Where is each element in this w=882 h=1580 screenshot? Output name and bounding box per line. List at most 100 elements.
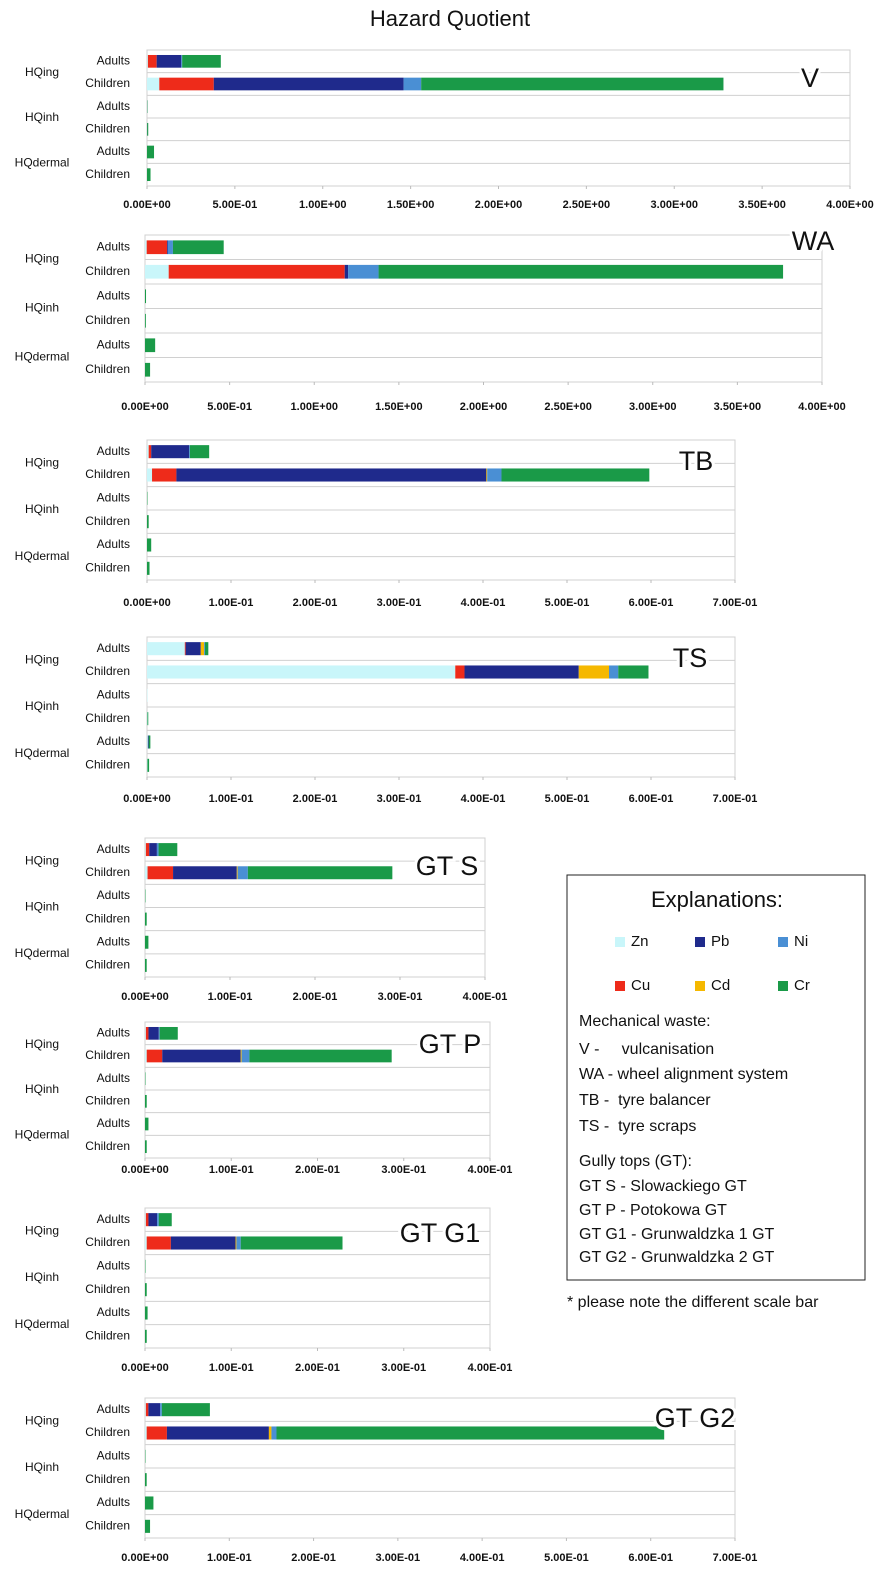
x-tick-label: 0.00E+00 [123,793,170,805]
x-tick-label: 4.00E-01 [461,597,506,609]
group-label: HQing [25,1037,59,1051]
x-tick-label: 4.00E-01 [460,1552,505,1564]
bar-segment [161,1403,210,1417]
x-tick-label: 0.00E+00 [121,1164,168,1176]
category-label: Adults [97,537,130,551]
bar-segment [148,1213,158,1227]
group-label: HQinh [25,699,59,713]
group-label: HQdermal [15,946,70,960]
bar-segment [152,468,177,482]
bar-segment [247,866,393,880]
x-tick-label: 0.00E+00 [123,199,170,211]
x-tick-label: 4.00E+00 [826,199,873,211]
bar-segment [268,1426,272,1440]
x-tick-label: 5.00E-01 [545,597,590,609]
bar-segment [147,145,155,159]
category-label: Children [85,167,130,181]
category-label: Children [85,1472,130,1486]
bar-segment [168,264,345,279]
x-tick-label: 7.00E-01 [713,1552,758,1564]
figure-title: Hazard Quotient [370,6,530,31]
bar-segment [236,866,238,880]
group-label: HQinh [25,1082,59,1096]
bar-segment [147,538,152,552]
bar-segment [578,665,609,679]
panel-label: GT G1 [400,1218,481,1248]
x-tick-label: 0.00E+00 [121,1552,168,1564]
bar-segment [146,1426,167,1440]
bar-segment [167,240,168,255]
category-label: Adults [97,842,130,856]
bar-segment [145,1049,147,1063]
group-label: HQing [25,653,59,667]
x-tick-label: 1.50E+00 [387,199,434,211]
category-label: Children [85,1282,130,1296]
category-label: Adults [97,1305,130,1319]
bar-segment [160,1403,162,1417]
category-label: Adults [97,688,130,702]
bar-segment [145,1140,147,1154]
bar-segment [147,758,150,772]
x-tick-label: 3.00E-01 [376,1552,421,1564]
x-tick-label: 1.00E-01 [208,991,253,1003]
x-tick-label: 3.00E-01 [381,1164,426,1176]
group-label: HQing [25,1224,59,1238]
legend-swatch [778,981,788,991]
category-label: Adults [97,888,130,902]
bar-segment [166,1426,269,1440]
x-tick-label: 1.00E-01 [209,1164,254,1176]
bar-segment [170,1236,236,1250]
bar-segment [145,1283,147,1297]
x-tick-label: 2.00E+00 [460,401,507,413]
x-tick-label: 4.00E-01 [468,1362,513,1374]
explanation-line: TS - tyre scraps [579,1118,696,1135]
x-tick-label: 4.00E-01 [461,793,506,805]
category-label: Adults [97,1116,130,1130]
x-tick-label: 3.50E+00 [714,401,761,413]
bar-segment [145,958,147,972]
bar-segment [149,843,157,857]
bar-segment [145,1213,146,1227]
category-label: Adults [97,1212,130,1226]
legend-label: Zn [631,933,649,950]
category-label: Children [85,1519,130,1533]
category-label: Children [85,758,130,772]
category-label: Adults [97,734,130,748]
bar-segment [159,1026,178,1040]
legend-swatch [778,937,788,947]
x-tick-label: 5.00E-01 [544,1552,589,1564]
category-label: Children [85,122,130,136]
panel-label: GT S [416,851,479,881]
panel-label: GT P [419,1029,482,1059]
bar-segment [158,843,178,857]
category-label: Children [85,514,130,528]
bar-segment [147,445,149,459]
legend-swatch [615,981,625,991]
bar-segment [146,1236,171,1250]
bar-segment [145,843,150,857]
category-label: Children [85,865,130,879]
group-label: HQinh [25,1270,59,1284]
category-label: Children [85,1094,130,1108]
category-label: Adults [97,641,130,655]
bar-segment [344,264,349,279]
category-label: Adults [97,144,130,158]
x-tick-label: 3.00E+00 [629,401,676,413]
bar-segment [151,445,189,459]
group-label: HQinh [25,502,59,516]
x-tick-label: 2.50E+00 [563,199,610,211]
category-label: Adults [97,54,130,68]
bar-segment [213,77,404,91]
bar-segment [157,1213,159,1227]
bar-segment [147,561,150,575]
bar-segment [487,468,502,482]
group-label: HQdermal [15,1128,70,1142]
category-label: Adults [97,1495,130,1509]
explanation-line: GT S - Slowackiego GT [579,1178,747,1195]
x-tick-label: 3.00E+00 [651,199,698,211]
bar-segment [378,264,784,279]
group-label: HQdermal [15,1507,70,1521]
panel-label: GT G2 [655,1403,736,1433]
explanation-line: WA - wheel alignment system [579,1066,788,1083]
explanation-line: GT G2 - Grunwaldzka 2 GT [579,1249,775,1266]
